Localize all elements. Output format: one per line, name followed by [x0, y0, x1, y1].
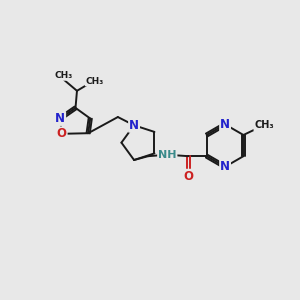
Text: N: N	[129, 119, 139, 132]
Text: O: O	[184, 170, 194, 183]
Text: N: N	[55, 112, 65, 125]
Text: NH: NH	[158, 150, 176, 160]
Text: CH₃: CH₃	[254, 120, 274, 130]
Text: CH₃: CH₃	[54, 71, 72, 80]
Text: N: N	[220, 160, 230, 173]
Text: CH₃: CH₃	[85, 76, 104, 85]
Text: N: N	[220, 118, 230, 131]
Text: O: O	[57, 127, 67, 140]
